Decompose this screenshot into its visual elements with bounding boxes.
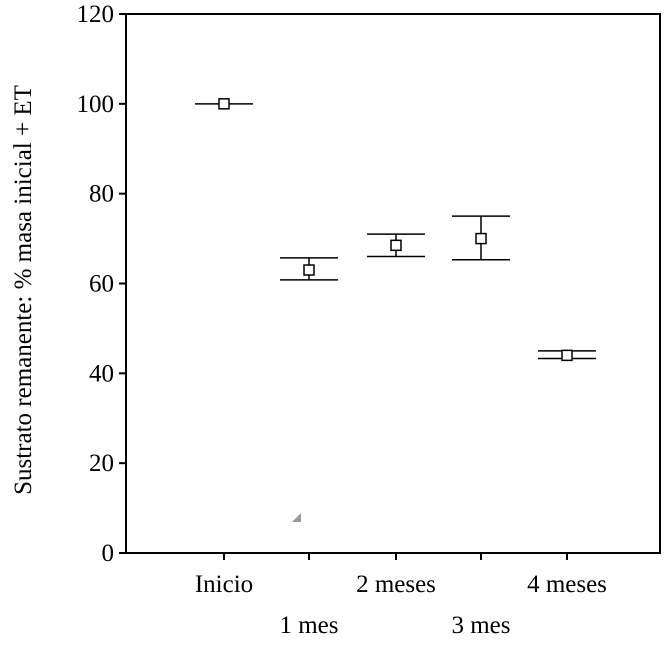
plot-area [125, 13, 661, 554]
small-triangle-marker [292, 513, 301, 522]
x-category-label: 4 meses [527, 571, 607, 598]
x-category-label: 3 mes [451, 612, 510, 639]
x-category-label: 2 meses [356, 571, 436, 598]
plot-frame [125, 13, 661, 554]
data-point-square [390, 239, 402, 252]
y-tick-label: 80 [89, 181, 114, 208]
x-category-label: Inicio [195, 571, 253, 598]
y-tick-label: 0 [102, 540, 115, 567]
data-point-square [561, 349, 573, 362]
y-tick-label: 100 [77, 91, 115, 118]
x-axis: Inicio 1 mes 2 meses 3 mes 4 meses [195, 553, 607, 639]
data-point-square [303, 264, 315, 276]
data-marks [195, 98, 596, 362]
y-axis-label-group: Sustrato remanente: % masa inicial + ET [10, 85, 37, 495]
y-axis: 0 20 40 60 80 100 120 [77, 1, 126, 567]
data-point-square [475, 232, 487, 245]
y-axis-label: Sustrato remanente: % masa inicial + ET [10, 85, 37, 495]
y-tick-label: 40 [89, 360, 114, 387]
y-tick-label: 60 [89, 271, 114, 298]
y-tick-label: 20 [89, 450, 114, 477]
data-point-square [218, 98, 230, 110]
y-tick-label: 120 [77, 1, 115, 28]
x-category-label: 1 mes [279, 612, 338, 639]
